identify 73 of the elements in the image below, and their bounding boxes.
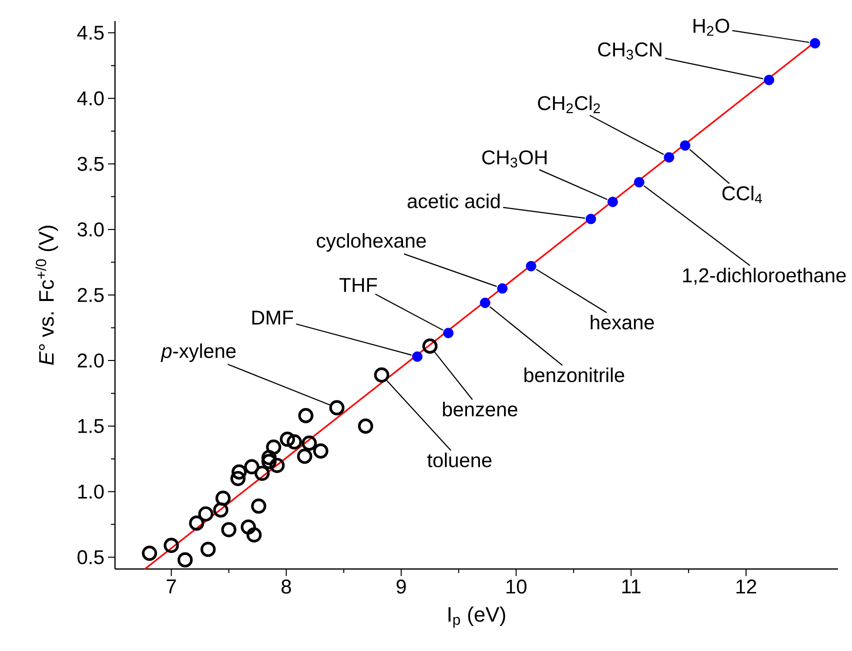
point xyxy=(198,506,214,522)
y-axis-title: E° vs. Fc$^{+/0}$ (V) xyxy=(36,226,58,365)
annotation: 1,2-dichloroethane xyxy=(683,268,846,285)
y-tick-label: 2.0 xyxy=(78,354,104,368)
point xyxy=(422,338,438,354)
y-tick-label: 3.0 xyxy=(78,222,104,236)
annotation: benzonitrile xyxy=(524,368,624,382)
annotation: CH$_{3}$CN xyxy=(598,42,662,60)
point xyxy=(664,152,674,163)
point xyxy=(412,351,423,362)
point xyxy=(586,214,596,224)
point xyxy=(240,519,256,535)
point xyxy=(298,408,314,424)
point xyxy=(230,470,246,486)
point xyxy=(215,490,231,506)
point xyxy=(213,502,228,518)
point xyxy=(302,436,317,451)
point xyxy=(254,466,270,481)
point xyxy=(142,546,158,561)
point xyxy=(329,400,344,416)
point xyxy=(764,74,774,86)
annotation: CH$_{3}$OH xyxy=(482,150,547,168)
point xyxy=(443,328,454,338)
point xyxy=(680,140,690,151)
point xyxy=(313,443,328,459)
annotation: CCl$_{4}$ xyxy=(722,186,762,204)
y-tick-label: 4.0 xyxy=(77,91,104,106)
point xyxy=(269,458,285,474)
point xyxy=(608,196,618,208)
point xyxy=(164,538,179,554)
x-tick-label: 9 xyxy=(396,580,406,594)
point xyxy=(286,434,302,450)
y-tick-label: 1.5 xyxy=(78,419,104,434)
y-tick-label: 4.5 xyxy=(77,26,104,40)
annotation: H$_{2}$O xyxy=(694,18,730,36)
point xyxy=(178,552,193,568)
point xyxy=(246,527,262,543)
point xyxy=(810,38,820,48)
y-tick-label: 2.5 xyxy=(78,288,104,302)
x-tick-label: 12 xyxy=(736,580,756,594)
y-tick-label: 1.0 xyxy=(78,484,104,499)
point xyxy=(526,260,536,272)
x-tick-label: 8 xyxy=(282,580,291,594)
point xyxy=(358,418,374,434)
annotation: CH$_{2}$Cl$_{2}$ xyxy=(538,96,600,114)
annotation: THF xyxy=(339,278,377,292)
annotation: hexane xyxy=(590,314,654,330)
point xyxy=(251,498,266,514)
point xyxy=(232,464,247,480)
annotation: benzene xyxy=(443,402,518,416)
annotation: cyclohexane xyxy=(316,233,426,252)
annotation: p-xylene xyxy=(160,343,236,362)
point xyxy=(244,459,260,474)
y-tick-label: 3.5 xyxy=(78,156,104,171)
annotation: DMF xyxy=(252,310,294,324)
point xyxy=(634,177,644,188)
point xyxy=(280,432,296,447)
x-tick-label: 7 xyxy=(166,580,176,594)
point xyxy=(221,522,236,538)
x-axis-title: I$_{p}$ (eV) xyxy=(448,606,506,628)
point xyxy=(480,298,490,308)
point xyxy=(497,283,508,294)
point xyxy=(266,439,282,455)
point xyxy=(261,454,277,470)
annotation: toluene xyxy=(427,452,492,468)
x-tick-label: 10 xyxy=(506,580,526,594)
point xyxy=(374,367,390,383)
x-tick-label: 11 xyxy=(622,580,640,594)
point xyxy=(200,542,216,557)
point xyxy=(297,448,312,464)
annotation: acetic acid xyxy=(408,194,500,208)
point xyxy=(189,516,204,531)
y-tick-label: 0.5 xyxy=(78,550,104,564)
